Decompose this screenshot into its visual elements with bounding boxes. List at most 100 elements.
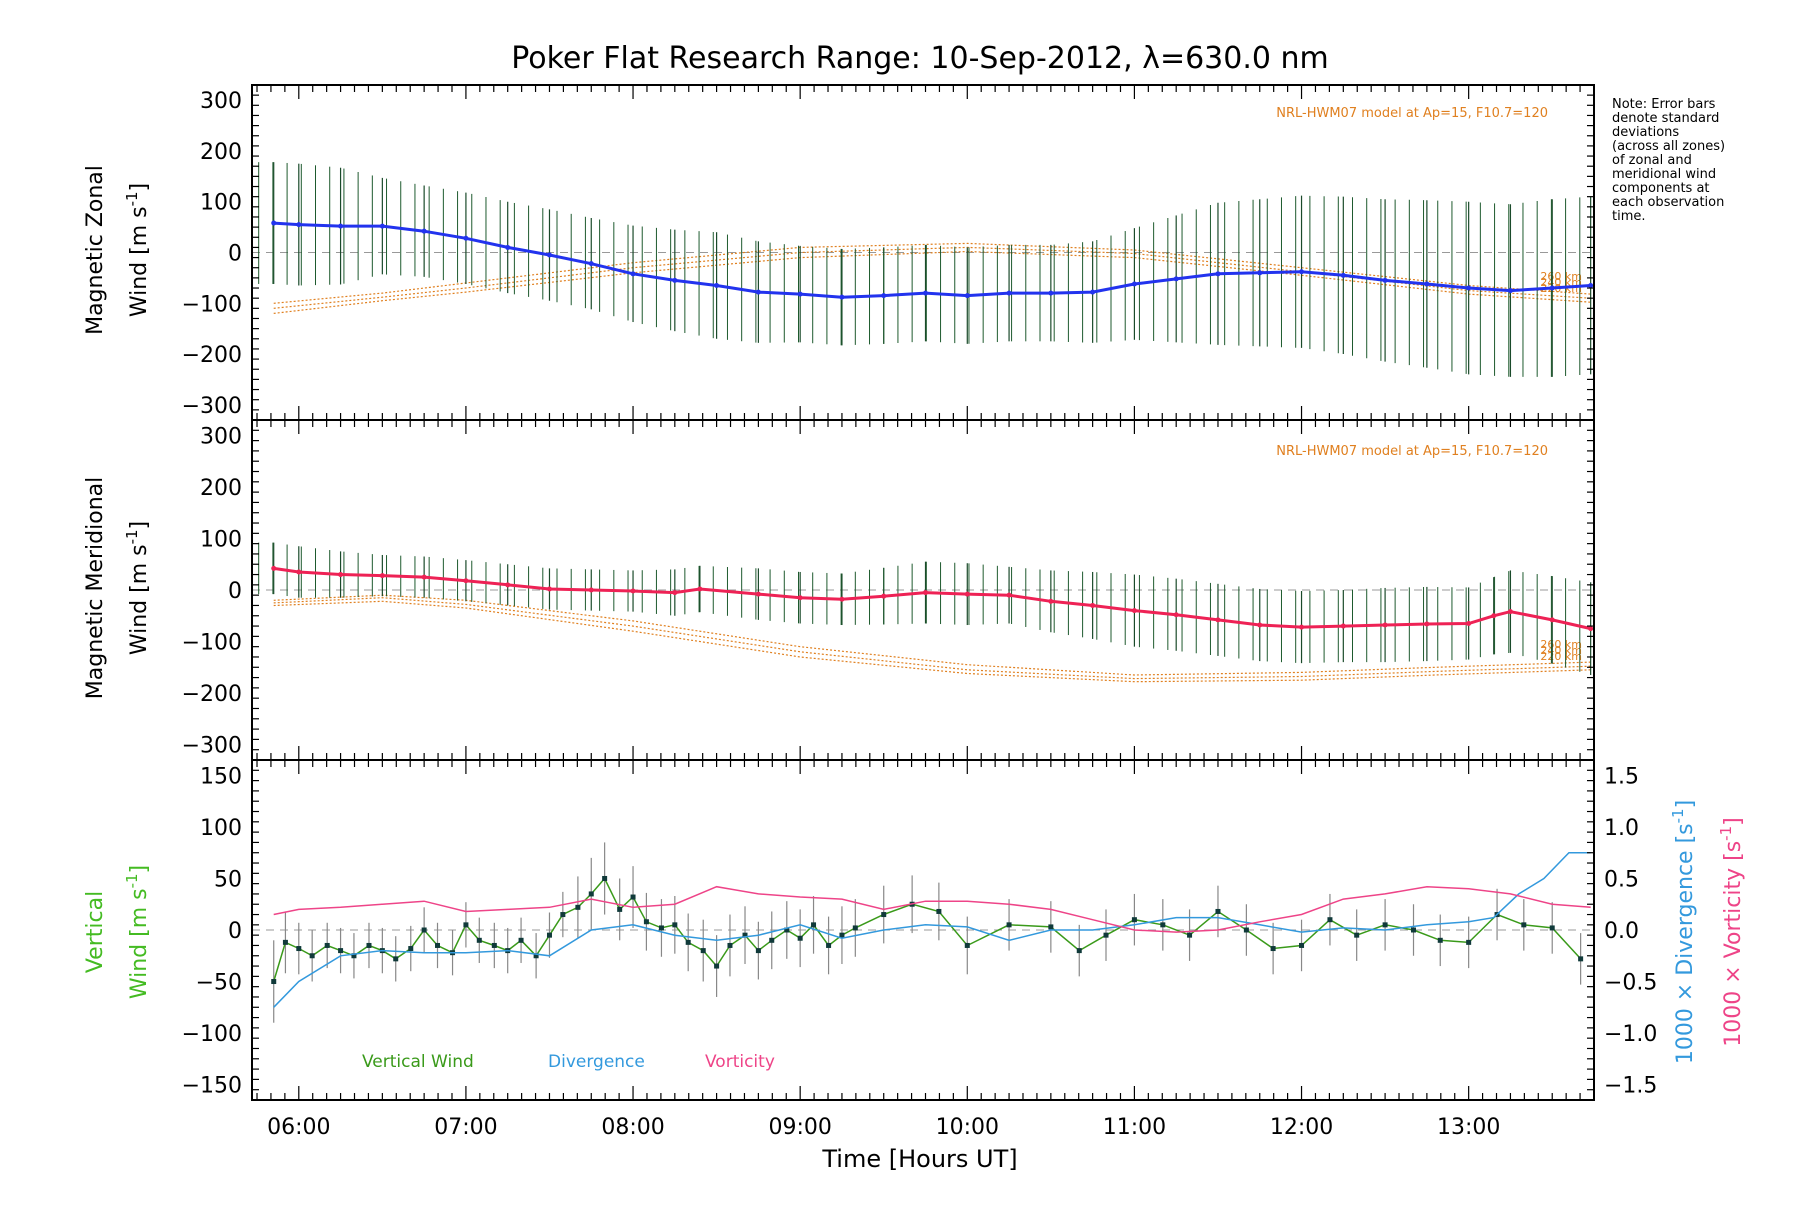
x-tick-label-7: 13:00 bbox=[1437, 1115, 1500, 1140]
y-tick-label-1-2: 100 bbox=[200, 527, 242, 552]
data-point-0-2 bbox=[338, 223, 344, 229]
data-point-0-27 bbox=[1382, 277, 1388, 283]
data-point-0-15 bbox=[881, 293, 887, 299]
data-point-2-40 bbox=[826, 942, 832, 948]
data-point-1-23 bbox=[1215, 617, 1221, 623]
data-point-1-13 bbox=[797, 595, 803, 601]
data-point-0-21 bbox=[1131, 281, 1137, 287]
data-point-1-19 bbox=[1048, 598, 1054, 604]
data-point-0-26 bbox=[1340, 272, 1346, 278]
data-point-2-25 bbox=[617, 906, 623, 912]
data-point-2-67 bbox=[1578, 956, 1584, 962]
data-point-2-5 bbox=[338, 948, 344, 954]
y2-tick-label-1: 1.0 bbox=[1604, 816, 1639, 841]
data-point-1-16 bbox=[923, 590, 929, 596]
y-tick-label-0-2: 100 bbox=[200, 191, 242, 216]
data-point-2-41 bbox=[839, 932, 845, 938]
note-line-1: denote standard bbox=[1612, 111, 1719, 126]
vertical-ylabel-line2: Wind [m s-1] bbox=[123, 865, 152, 999]
data-point-2-61 bbox=[1411, 927, 1417, 933]
data-point-0-9 bbox=[630, 271, 636, 277]
data-point-0-11 bbox=[714, 282, 720, 288]
x-tick-label-3: 09:00 bbox=[768, 1115, 831, 1140]
data-point-1-28 bbox=[1424, 621, 1430, 627]
data-point-2-53 bbox=[1187, 932, 1193, 938]
data-point-1-25 bbox=[1299, 624, 1305, 630]
data-point-2-30 bbox=[685, 939, 691, 945]
data-point-1-1 bbox=[296, 569, 302, 575]
data-point-0-8 bbox=[588, 261, 594, 267]
y-tick-label-2-0: 150 bbox=[200, 764, 242, 789]
y-tick-label-1-1: 200 bbox=[200, 476, 242, 501]
data-point-2-22 bbox=[575, 904, 581, 910]
data-point-2-18 bbox=[518, 937, 524, 943]
divergence-y2label: 1000 × Divergence [s-1] bbox=[1669, 800, 1698, 1064]
model-curve-1-1 bbox=[273, 597, 1591, 680]
data-point-1-5 bbox=[463, 578, 469, 584]
data-point-2-33 bbox=[727, 942, 733, 948]
data-point-0-12 bbox=[755, 289, 761, 295]
x-tick-label-4: 10:00 bbox=[936, 1115, 999, 1140]
panel-vertical-ylabel: Vertical Wind [m s-1] bbox=[83, 865, 152, 999]
y-tick-label-1-5: −200 bbox=[182, 682, 242, 707]
data-point-2-6 bbox=[351, 953, 357, 959]
x-tick-label-2: 08:00 bbox=[601, 1115, 664, 1140]
panel-zonal-ylabel: Magnetic Zonal Wind [m s-1] bbox=[83, 165, 152, 335]
data-point-1-10 bbox=[672, 590, 678, 596]
note-line-4: of zonal and bbox=[1612, 153, 1692, 168]
data-point-1-15 bbox=[881, 593, 887, 599]
data-point-2-46 bbox=[964, 942, 970, 948]
data-point-0-14 bbox=[839, 294, 845, 300]
y-tick-label-2-2: 50 bbox=[214, 867, 242, 892]
data-point-2-28 bbox=[658, 925, 664, 931]
meridional-ylabel-line1: Magnetic Meridional bbox=[83, 477, 108, 699]
y2-tick-label-3: 0.0 bbox=[1604, 919, 1639, 944]
data-point-0-4 bbox=[421, 228, 427, 234]
data-point-1-26 bbox=[1340, 623, 1346, 629]
data-point-2-26 bbox=[630, 894, 636, 900]
data-point-0-30 bbox=[1507, 288, 1513, 294]
x-tick-label-1: 07:00 bbox=[434, 1115, 497, 1140]
y-tick-label-0-1: 200 bbox=[200, 140, 242, 165]
data-point-2-2 bbox=[296, 946, 302, 952]
data-point-2-58 bbox=[1327, 917, 1333, 923]
data-point-1-30 bbox=[1491, 613, 1497, 619]
data-point-2-10 bbox=[408, 946, 414, 952]
y-tick-label-1-0: 300 bbox=[200, 424, 242, 449]
data-point-0-6 bbox=[505, 244, 511, 250]
data-point-0-32 bbox=[1588, 282, 1594, 288]
series-line-2-2 bbox=[273, 885, 1591, 933]
data-point-2-59 bbox=[1354, 932, 1360, 938]
data-point-2-20 bbox=[546, 932, 552, 938]
data-point-2-43 bbox=[881, 912, 887, 918]
data-point-1-24 bbox=[1257, 622, 1263, 628]
data-point-2-65 bbox=[1521, 922, 1527, 928]
data-point-1-8 bbox=[588, 587, 594, 593]
data-point-0-25 bbox=[1299, 269, 1305, 275]
data-point-1-9 bbox=[630, 588, 636, 594]
data-point-2-9 bbox=[393, 956, 399, 962]
data-point-2-45 bbox=[936, 908, 942, 914]
data-point-0-13 bbox=[797, 291, 803, 297]
data-point-2-39 bbox=[811, 922, 817, 928]
data-point-2-47 bbox=[1006, 922, 1012, 928]
data-point-1-11 bbox=[697, 586, 703, 592]
data-point-2-16 bbox=[491, 942, 497, 948]
data-point-1-0 bbox=[271, 565, 277, 571]
x-tick-label-5: 11:00 bbox=[1103, 1115, 1166, 1140]
data-point-1-32 bbox=[1549, 617, 1555, 623]
data-point-1-3 bbox=[379, 573, 385, 579]
data-point-2-15 bbox=[476, 937, 482, 943]
note-line-5: meridional wind bbox=[1612, 167, 1716, 182]
data-point-1-31 bbox=[1507, 609, 1513, 615]
data-point-2-24 bbox=[602, 875, 608, 881]
data-point-0-22 bbox=[1173, 276, 1179, 282]
data-point-1-27 bbox=[1382, 622, 1388, 628]
data-point-2-63 bbox=[1466, 939, 1472, 945]
y2-tick-label-2: 0.5 bbox=[1604, 867, 1639, 892]
zonal-ylabel-line1: Magnetic Zonal bbox=[83, 165, 108, 335]
data-point-0-3 bbox=[379, 223, 385, 229]
data-point-2-66 bbox=[1549, 925, 1555, 931]
data-point-0-29 bbox=[1466, 285, 1472, 291]
vertical-ylabel-line1: Vertical bbox=[83, 891, 108, 973]
